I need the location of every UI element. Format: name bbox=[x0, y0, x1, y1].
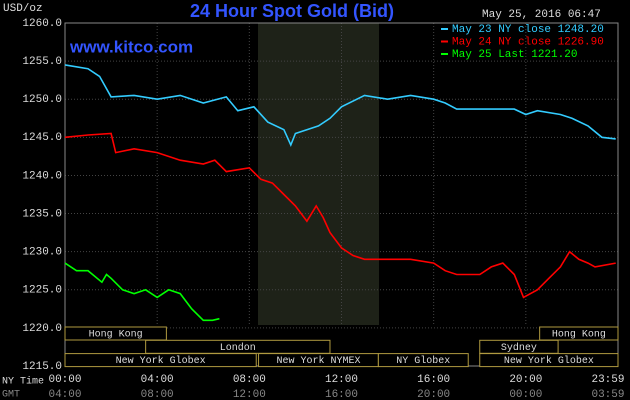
x-tick-label: 23:59 bbox=[591, 374, 624, 386]
watermark: www.kitco.com bbox=[69, 37, 193, 56]
session-label: London bbox=[220, 342, 256, 354]
y-tick-label: 1215.0 bbox=[22, 361, 62, 373]
gmt-tick-label: 20:00 bbox=[417, 389, 450, 400]
session-label: Hong Kong bbox=[89, 330, 143, 341]
x-tick-label: 12:00 bbox=[325, 374, 358, 386]
session-label: NY Globex bbox=[396, 355, 450, 367]
legend-label: May 23 NY close 1248.20 bbox=[452, 24, 604, 36]
y-unit: USD/oz bbox=[3, 3, 43, 15]
gmt-tick-label: 04:00 bbox=[48, 389, 81, 400]
price-line bbox=[64, 132, 616, 299]
timestamp: May 25, 2016 06:47 bbox=[482, 9, 601, 21]
gmt-tick-label: 03:59 bbox=[591, 389, 624, 400]
session-box bbox=[64, 353, 257, 368]
price-line bbox=[64, 262, 220, 322]
legend-label: May 24 NY close 1226.90 bbox=[452, 36, 604, 48]
session-box bbox=[539, 326, 619, 341]
session-label: New York Globex bbox=[504, 355, 594, 367]
y-tick-label: 1245.0 bbox=[22, 132, 62, 144]
y-tick-label: 1225.0 bbox=[22, 285, 62, 297]
x-tick-label: 00:00 bbox=[48, 374, 81, 386]
x-row-label: GMT bbox=[2, 390, 20, 400]
y-tick-label: 1240.0 bbox=[22, 170, 62, 182]
chart-title: 24 Hour Spot Gold (Bid) bbox=[190, 1, 394, 21]
x-tick-label: 08:00 bbox=[233, 374, 266, 386]
session-label: New York Globex bbox=[116, 355, 206, 367]
gmt-tick-label: 16:00 bbox=[325, 389, 358, 400]
x-tick-label: 04:00 bbox=[141, 374, 174, 386]
shaded-hours bbox=[258, 23, 379, 325]
session-label: Sydney bbox=[501, 342, 537, 354]
session-box bbox=[64, 326, 167, 341]
y-tick-label: 1235.0 bbox=[22, 208, 62, 220]
y-tick-label: 1250.0 bbox=[22, 94, 62, 106]
y-tick-label: 1260.0 bbox=[22, 18, 62, 30]
legend-label: May 25 Last 1221.20 bbox=[452, 49, 577, 61]
y-tick-label: 1255.0 bbox=[22, 56, 62, 68]
y-tick-label: 1220.0 bbox=[22, 323, 62, 335]
gmt-tick-label: 12:00 bbox=[233, 389, 266, 400]
session-label: New York NYMEX bbox=[276, 355, 360, 367]
y-tick-label: 1230.0 bbox=[22, 247, 62, 259]
price-line bbox=[64, 64, 616, 148]
session-label: Hong Kong bbox=[552, 330, 606, 341]
x-tick-label: 20:00 bbox=[509, 374, 542, 386]
gmt-tick-label: 00:00 bbox=[509, 389, 542, 400]
x-row-label: NY Time bbox=[2, 376, 44, 388]
session-box bbox=[377, 353, 469, 368]
session-box bbox=[479, 353, 619, 368]
x-tick-label: 16:00 bbox=[417, 374, 450, 386]
gmt-tick-label: 08:00 bbox=[141, 389, 174, 400]
